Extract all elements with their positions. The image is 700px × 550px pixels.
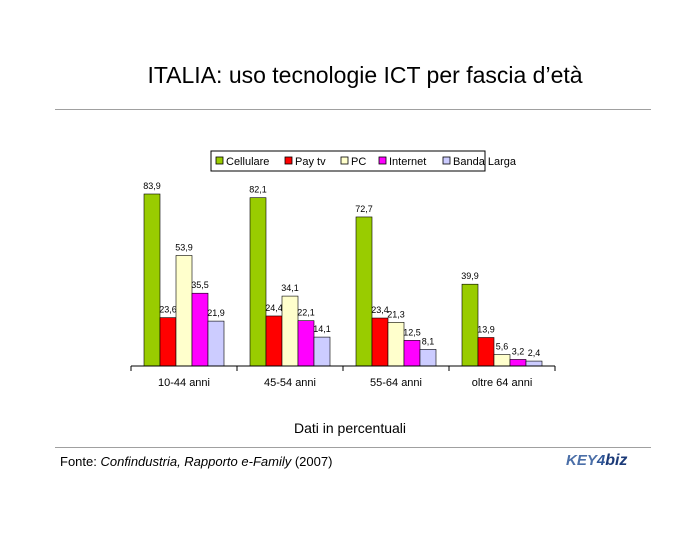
source-work: Confindustria, Rapporto e-Family xyxy=(100,454,292,469)
source-label: Fonte: xyxy=(60,454,101,469)
legend-label: Cellulare xyxy=(226,156,269,168)
source-note: Fonte: Confindustria, Rapporto e-Family … xyxy=(60,454,332,469)
data-label: 82,1 xyxy=(249,185,267,195)
legend-swatch xyxy=(378,156,387,165)
bar xyxy=(419,349,437,367)
legend-label: Banda Larga xyxy=(453,156,517,168)
chart-caption: Dati in percentuali xyxy=(293,420,407,436)
legend-swatch xyxy=(442,156,451,165)
legend-label: PC xyxy=(351,156,366,168)
bar xyxy=(297,320,315,367)
bar xyxy=(207,320,225,367)
x-tick-label: 45-54 anni xyxy=(264,377,316,389)
x-tick-label: 55-64 anni xyxy=(370,377,422,389)
logo-key: KEY xyxy=(566,452,597,469)
bar xyxy=(509,359,527,367)
data-label: 23,4 xyxy=(371,305,389,315)
logo-number: 4 xyxy=(596,452,606,469)
bar xyxy=(461,283,479,367)
data-label: 8,1 xyxy=(422,336,435,346)
bar xyxy=(249,197,267,367)
data-label: 21,9 xyxy=(207,308,225,318)
x-tick-label: 10-44 anni xyxy=(158,377,210,389)
source-year: (2007) xyxy=(291,454,333,469)
bottom-divider xyxy=(55,447,651,448)
bar xyxy=(313,336,331,367)
data-label: 13,9 xyxy=(477,325,495,335)
data-label: 83,9 xyxy=(143,181,161,191)
brand-logo: KEY4biz xyxy=(566,452,627,472)
data-label: 2,4 xyxy=(528,348,541,358)
top-divider xyxy=(55,109,651,110)
data-label: 34,1 xyxy=(281,283,299,293)
page-title: ITALIA: uso tecnologie ICT per fascia d’… xyxy=(147,62,583,88)
legend-swatch xyxy=(340,156,349,165)
data-label: 24,4 xyxy=(265,303,283,313)
x-tick-label: oltre 64 anni xyxy=(472,377,533,389)
bar xyxy=(493,354,511,367)
data-label: 72,7 xyxy=(355,204,373,214)
bar-chart: Cellulare Pay tv PC Internet Banda Larga 83,9… xyxy=(130,150,556,389)
bar xyxy=(403,340,421,367)
logo-biz: biz xyxy=(605,452,628,469)
data-label: 5,6 xyxy=(496,342,509,352)
data-label: 22,1 xyxy=(297,308,315,318)
data-label: 14,1 xyxy=(313,324,331,334)
legend-label: Internet xyxy=(389,156,426,168)
bar xyxy=(371,317,389,367)
legend-label: Pay tv xyxy=(295,156,326,168)
data-label: 12,5 xyxy=(403,327,421,337)
legend-swatch xyxy=(284,156,293,165)
bar xyxy=(143,193,161,367)
bar xyxy=(265,315,283,367)
bar xyxy=(159,317,177,367)
bar xyxy=(191,292,209,367)
bar xyxy=(281,295,299,367)
data-label: 3,2 xyxy=(512,346,525,356)
bar xyxy=(525,360,543,367)
data-label: 35,5 xyxy=(191,280,209,290)
data-label: 21,3 xyxy=(387,309,405,319)
bar xyxy=(387,322,405,367)
bar xyxy=(477,337,495,367)
data-label: 53,9 xyxy=(175,243,193,253)
data-label: 39,9 xyxy=(461,271,479,281)
data-label: 23,6 xyxy=(159,305,177,315)
bar xyxy=(175,255,193,367)
bar xyxy=(355,216,373,367)
legend-swatch xyxy=(215,156,224,165)
